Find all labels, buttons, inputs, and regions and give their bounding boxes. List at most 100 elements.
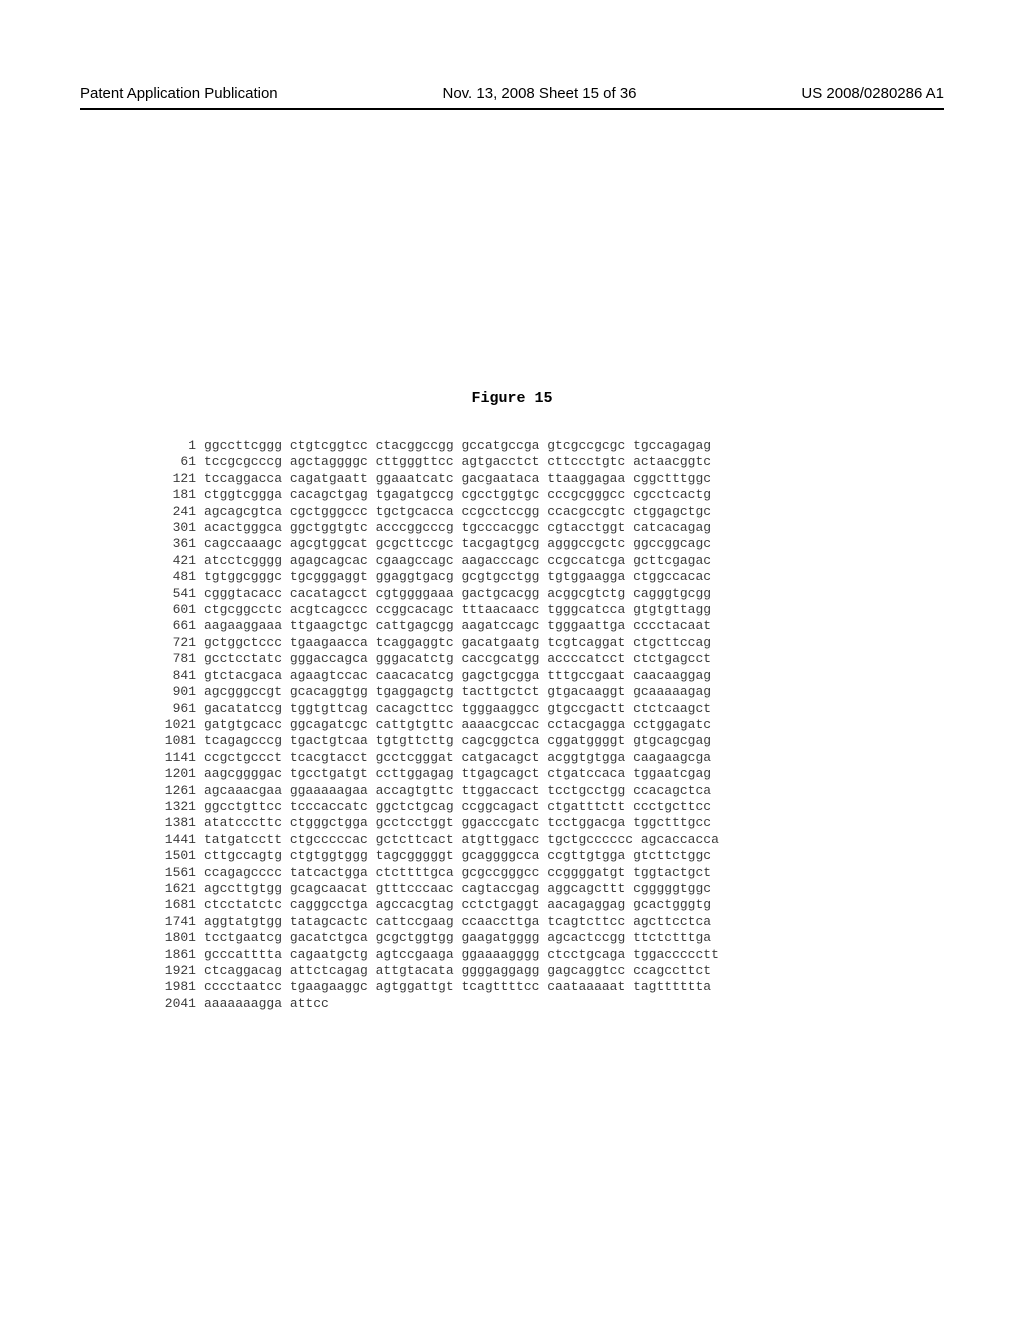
- sequence-row: 601ctgcggcctc acgtcagccc ccggcacagc ttta…: [160, 602, 719, 618]
- sequence-bases: cgggtacacc cacatagcct cgtggggaaa gactgca…: [204, 586, 711, 602]
- sequence-position: 1141: [160, 750, 204, 766]
- sequence-bases: tccaggacca cagatgaatt ggaaatcatc gacgaat…: [204, 471, 711, 487]
- sequence-position: 181: [160, 487, 204, 503]
- sequence-row: 1561ccagagcccc tatcactgga ctcttttgca gcg…: [160, 865, 719, 881]
- sequence-bases: ggccttcggg ctgtcggtcc ctacggccgg gccatgc…: [204, 438, 711, 454]
- sequence-bases: agcagcgtca cgctgggccc tgctgcacca ccgcctc…: [204, 504, 711, 520]
- sequence-row: 481tgtggcgggc tgcgggaggt ggaggtgacg gcgt…: [160, 569, 719, 585]
- sequence-row: 1861gcccatttta cagaatgctg agtccgaaga gga…: [160, 947, 719, 963]
- sequence-position: 1621: [160, 881, 204, 897]
- sequence-position: 1741: [160, 914, 204, 930]
- sequence-row: 1141ccgctgccct tcacgtacct gcctcgggat cat…: [160, 750, 719, 766]
- sequence-bases: ctcaggacag attctcagag attgtacata ggggagg…: [204, 963, 711, 979]
- sequence-position: 481: [160, 569, 204, 585]
- publication-type: Patent Application Publication: [80, 85, 278, 102]
- sequence-bases: tatgatcctt ctgcccccac gctcttcact atgttgg…: [204, 832, 719, 848]
- sequence-bases: ccgctgccct tcacgtacct gcctcgggat catgaca…: [204, 750, 711, 766]
- sequence-row: 2041aaaaaaagga attcc: [160, 996, 719, 1012]
- sequence-position: 1921: [160, 963, 204, 979]
- sequence-bases: gatgtgcacc ggcagatcgc cattgtgttc aaaacgc…: [204, 717, 711, 733]
- header-divider: [80, 108, 944, 110]
- sequence-bases: tcagagcccg tgactgtcaa tgtgttcttg cagcggc…: [204, 733, 711, 749]
- sequence-position: 1261: [160, 783, 204, 799]
- sequence-position: 601: [160, 602, 204, 618]
- sequence-bases: tgtggcgggc tgcgggaggt ggaggtgacg gcgtgcc…: [204, 569, 711, 585]
- sequence-row: 841gtctacgaca agaagtccac caacacatcg gagc…: [160, 668, 719, 684]
- sequence-row: 1681ctcctatctc cagggcctga agccacgtag cct…: [160, 897, 719, 913]
- sequence-row: 721gctggctccc tgaagaacca tcaggaggtc gaca…: [160, 635, 719, 651]
- sequence-bases: ctgcggcctc acgtcagccc ccggcacagc tttaaca…: [204, 602, 711, 618]
- sequence-row: 421atcctcgggg agagcagcac cgaagccagc aaga…: [160, 553, 719, 569]
- sequence-position: 1981: [160, 979, 204, 995]
- sequence-row: 1021gatgtgcacc ggcagatcgc cattgtgttc aaa…: [160, 717, 719, 733]
- sequence-bases: gcctcctatc gggaccagca gggacatctg caccgca…: [204, 651, 711, 667]
- sequence-row: 301acactgggca ggctggtgtc acccggcccg tgcc…: [160, 520, 719, 536]
- sequence-position: 1081: [160, 733, 204, 749]
- sequence-row: 781gcctcctatc gggaccagca gggacatctg cacc…: [160, 651, 719, 667]
- sequence-row: 1381atatcccttc ctgggctgga gcctcctggt gga…: [160, 815, 719, 831]
- sequence-position: 661: [160, 618, 204, 634]
- sequence-position: 301: [160, 520, 204, 536]
- sequence-row: 1501cttgccagtg ctgtggtggg tagcgggggt gca…: [160, 848, 719, 864]
- sequence-bases: acactgggca ggctggtgtc acccggcccg tgcccac…: [204, 520, 711, 536]
- sequence-bases: ggcctgttcc tcccaccatc ggctctgcag ccggcag…: [204, 799, 711, 815]
- dna-sequence-block: 1ggccttcggg ctgtcggtcc ctacggccgg gccatg…: [160, 438, 719, 1012]
- sequence-position: 541: [160, 586, 204, 602]
- sequence-bases: aaaaaaagga attcc: [204, 996, 329, 1012]
- publication-number: US 2008/0280286 A1: [801, 85, 944, 102]
- sequence-bases: ctcctatctc cagggcctga agccacgtag cctctga…: [204, 897, 711, 913]
- sequence-row: 361cagccaaagc agcgtggcat gcgcttccgc tacg…: [160, 536, 719, 552]
- sequence-bases: aggtatgtgg tatagcactc cattccgaag ccaacct…: [204, 914, 711, 930]
- sequence-position: 1681: [160, 897, 204, 913]
- sequence-row: 1081tcagagcccg tgactgtcaa tgtgttcttg cag…: [160, 733, 719, 749]
- sequence-position: 421: [160, 553, 204, 569]
- sequence-position: 2041: [160, 996, 204, 1012]
- sequence-bases: gctggctccc tgaagaacca tcaggaggtc gacatga…: [204, 635, 711, 651]
- sequence-position: 361: [160, 536, 204, 552]
- sequence-row: 1621agccttgtgg gcagcaacat gtttcccaac cag…: [160, 881, 719, 897]
- sequence-row: 1441tatgatcctt ctgcccccac gctcttcact atg…: [160, 832, 719, 848]
- sequence-bases: ccagagcccc tatcactgga ctcttttgca gcgccgg…: [204, 865, 711, 881]
- sequence-row: 1981cccctaatcc tgaagaaggc agtggattgt tca…: [160, 979, 719, 995]
- sequence-position: 901: [160, 684, 204, 700]
- sequence-position: 241: [160, 504, 204, 520]
- sequence-position: 721: [160, 635, 204, 651]
- sequence-bases: tcctgaatcg gacatctgca gcgctggtgg gaagatg…: [204, 930, 711, 946]
- sequence-row: 121tccaggacca cagatgaatt ggaaatcatc gacg…: [160, 471, 719, 487]
- sequence-row: 1ggccttcggg ctgtcggtcc ctacggccgg gccatg…: [160, 438, 719, 454]
- sequence-position: 781: [160, 651, 204, 667]
- sequence-bases: cttgccagtg ctgtggtggg tagcgggggt gcagggg…: [204, 848, 711, 864]
- sequence-position: 1801: [160, 930, 204, 946]
- sequence-position: 841: [160, 668, 204, 684]
- date-sheet-info: Nov. 13, 2008 Sheet 15 of 36: [442, 85, 636, 102]
- sequence-bases: gtctacgaca agaagtccac caacacatcg gagctgc…: [204, 668, 711, 684]
- sequence-row: 1261agcaaacgaa ggaaaaagaa accagtgttc ttg…: [160, 783, 719, 799]
- sequence-position: 1321: [160, 799, 204, 815]
- sequence-row: 901agcgggccgt gcacaggtgg tgaggagctg tact…: [160, 684, 719, 700]
- sequence-row: 1741aggtatgtgg tatagcactc cattccgaag cca…: [160, 914, 719, 930]
- sequence-bases: agcaaacgaa ggaaaaagaa accagtgttc ttggacc…: [204, 783, 711, 799]
- sequence-position: 1021: [160, 717, 204, 733]
- sequence-bases: cagccaaagc agcgtggcat gcgcttccgc tacgagt…: [204, 536, 711, 552]
- sequence-row: 661aagaaggaaa ttgaagctgc cattgagcgg aaga…: [160, 618, 719, 634]
- sequence-position: 1441: [160, 832, 204, 848]
- sequence-position: 1501: [160, 848, 204, 864]
- sequence-bases: aagaaggaaa ttgaagctgc cattgagcgg aagatcc…: [204, 618, 711, 634]
- sequence-row: 1921ctcaggacag attctcagag attgtacata ggg…: [160, 963, 719, 979]
- sequence-row: 1801tcctgaatcg gacatctgca gcgctggtgg gaa…: [160, 930, 719, 946]
- sequence-bases: atcctcgggg agagcagcac cgaagccagc aagaccc…: [204, 553, 711, 569]
- sequence-row: 961gacatatccg tggtgttcag cacagcttcc tggg…: [160, 701, 719, 717]
- sequence-bases: tccgcgcccg agctaggggc cttgggttcc agtgacc…: [204, 454, 711, 470]
- sequence-row: 241agcagcgtca cgctgggccc tgctgcacca ccgc…: [160, 504, 719, 520]
- sequence-bases: agccttgtgg gcagcaacat gtttcccaac cagtacc…: [204, 881, 711, 897]
- sequence-row: 1201aagcggggac tgcctgatgt ccttggagag ttg…: [160, 766, 719, 782]
- sequence-bases: atatcccttc ctgggctgga gcctcctggt ggacccg…: [204, 815, 711, 831]
- sequence-position: 61: [160, 454, 204, 470]
- sequence-position: 1381: [160, 815, 204, 831]
- sequence-row: 61tccgcgcccg agctaggggc cttgggttcc agtga…: [160, 454, 719, 470]
- sequence-row: 541cgggtacacc cacatagcct cgtggggaaa gact…: [160, 586, 719, 602]
- sequence-position: 1561: [160, 865, 204, 881]
- sequence-bases: ctggtcggga cacagctgag tgagatgccg cgcctgg…: [204, 487, 711, 503]
- page-header: Patent Application Publication Nov. 13, …: [80, 85, 944, 102]
- figure-title: Figure 15: [0, 390, 1024, 407]
